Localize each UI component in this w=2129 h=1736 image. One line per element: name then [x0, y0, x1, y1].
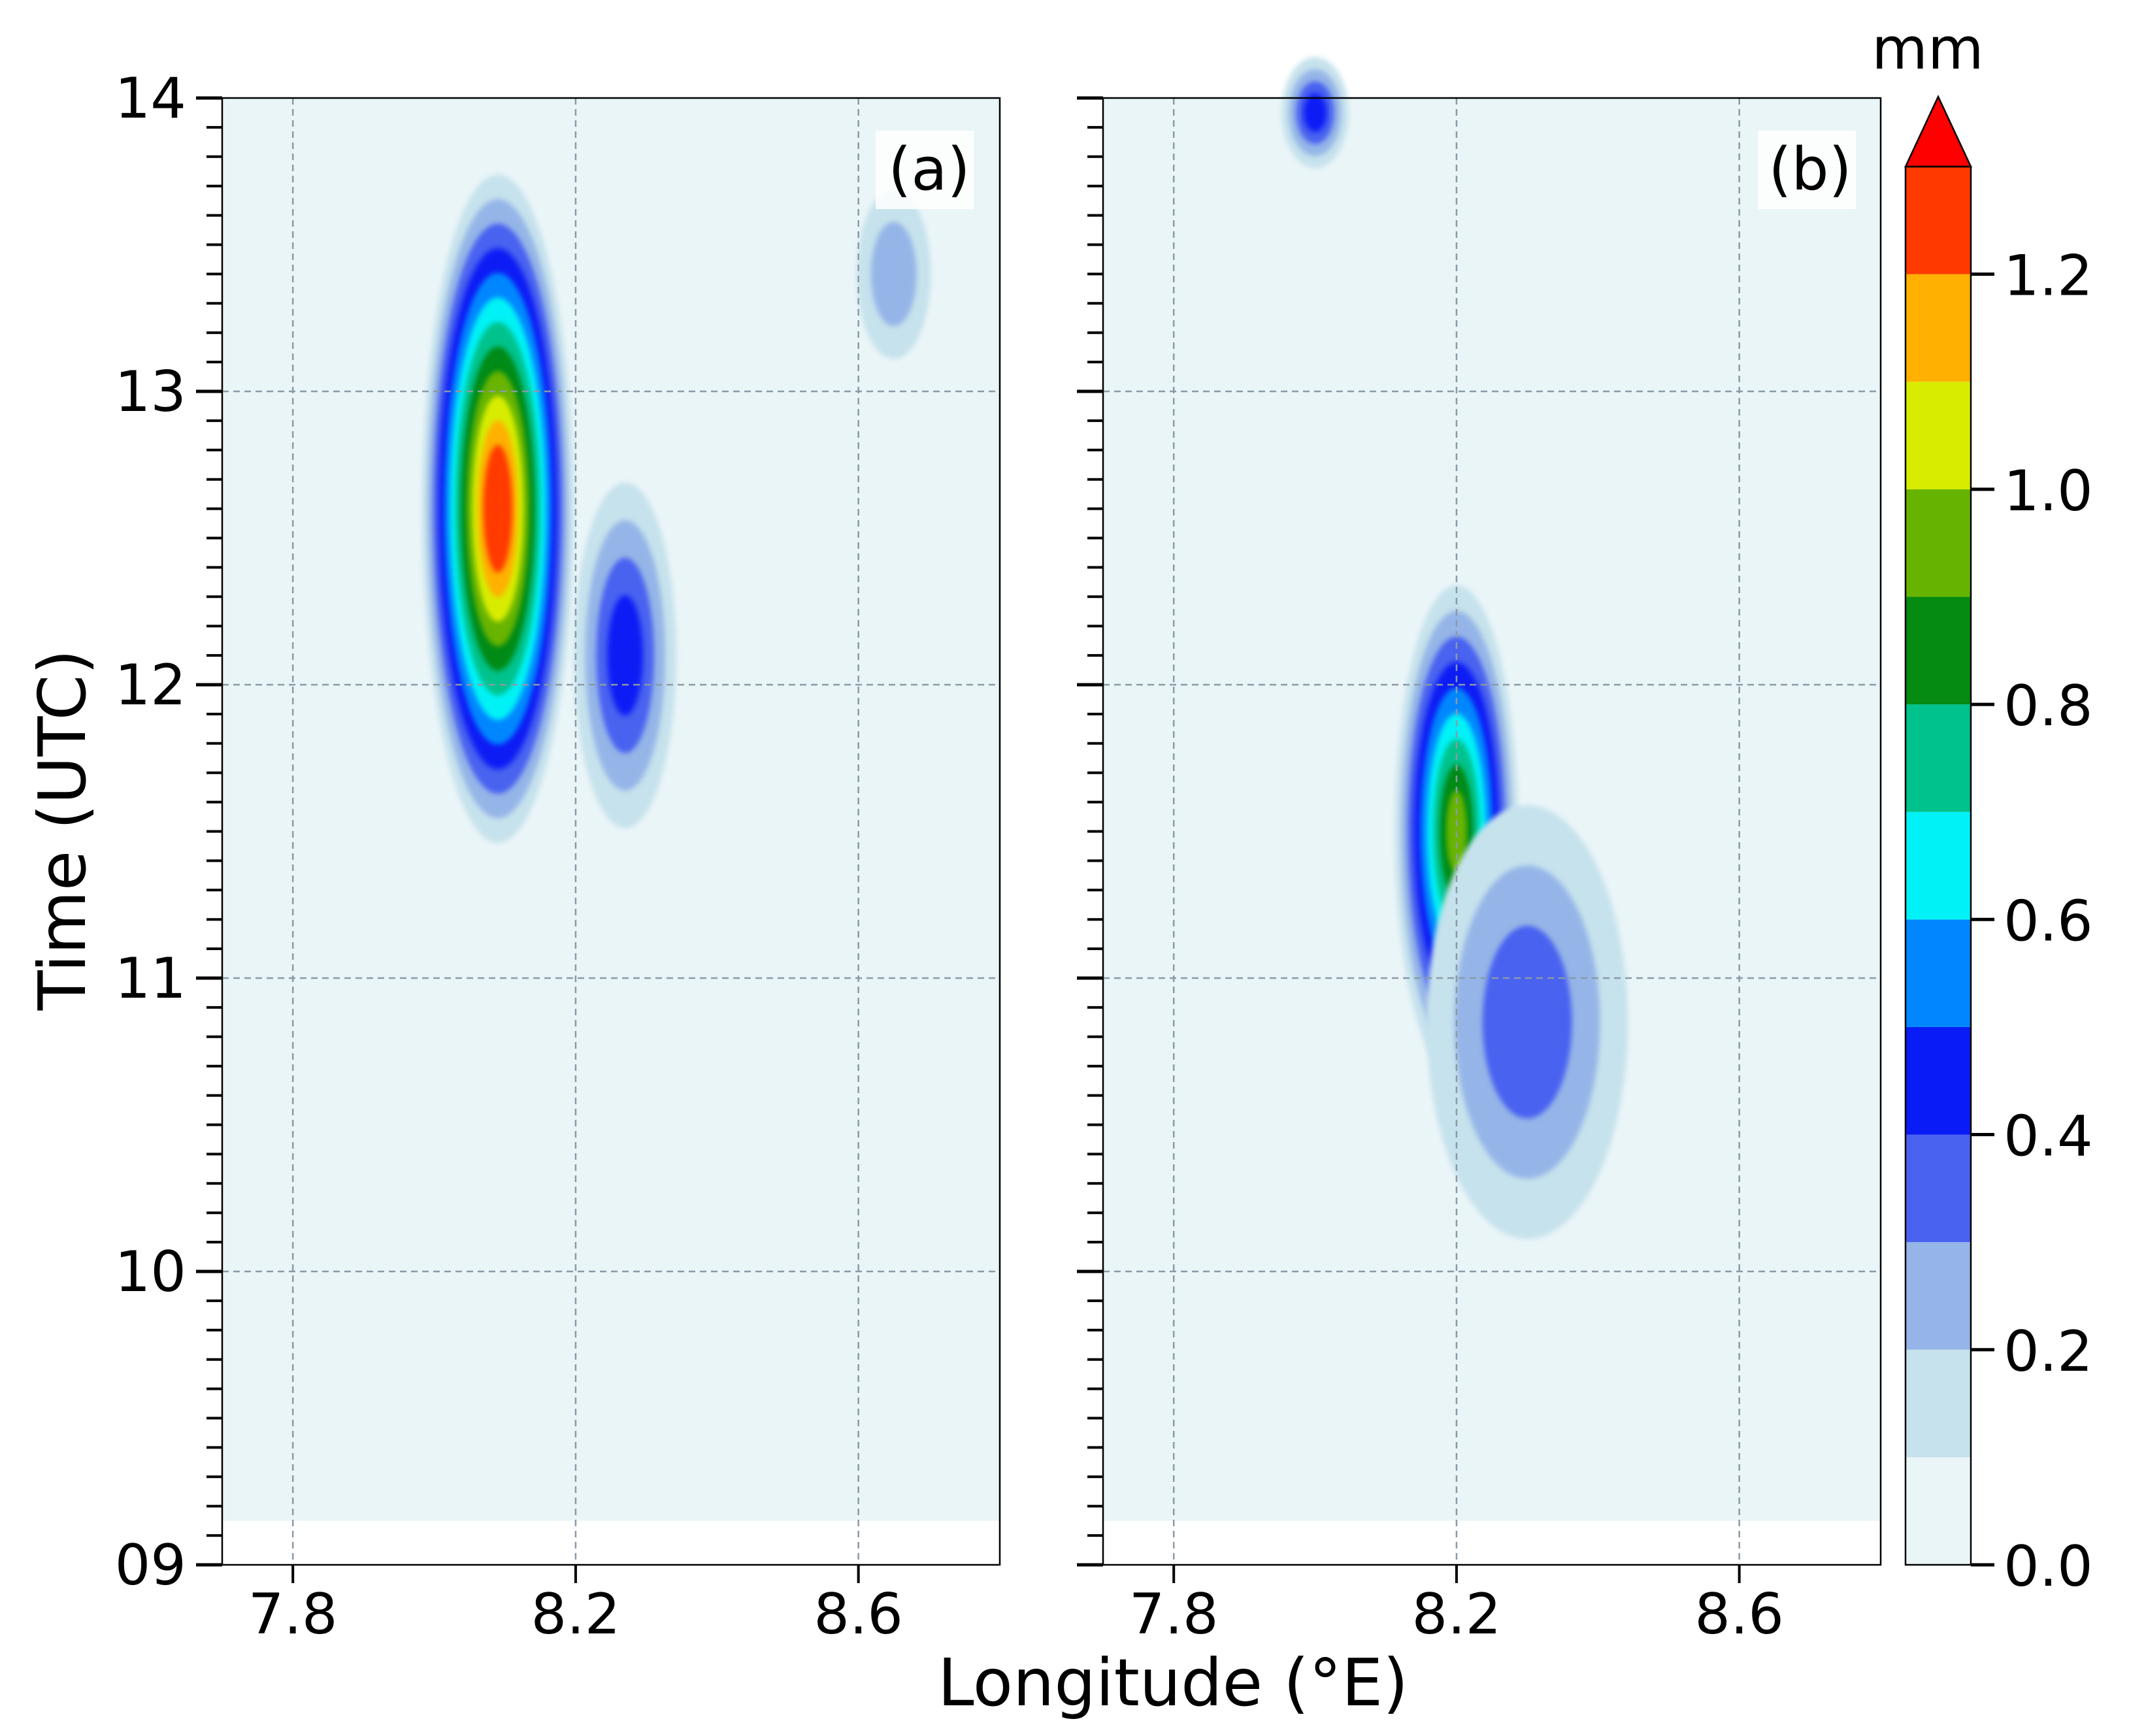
panel-a: 7.8 8.2 8.6 09 10 11 12 13 14 (a)	[115, 66, 1001, 1647]
colorbar-segment	[1906, 382, 1971, 489]
y-axis-label: Time (UTC)	[24, 649, 101, 1011]
y-tick-label: 12	[115, 653, 186, 718]
colorbar-tick-label: 0.2	[2004, 1319, 2093, 1384]
y-tick-label: 14	[115, 66, 186, 131]
y-axis-b	[1077, 96, 1103, 1567]
contour-band	[607, 595, 643, 716]
contour-band	[870, 221, 917, 327]
colorbar-tick-label: 1.2	[2004, 244, 2093, 309]
gridlines-b	[1103, 98, 1881, 1565]
colorbar-segment	[1906, 919, 1971, 1027]
panel-label-box-b	[1758, 131, 1856, 209]
panel-b: 7.8 8.2 8.6 (b)	[1077, 57, 1882, 1647]
colorbar-segment	[1906, 1457, 1971, 1565]
panel-label-box-a	[876, 131, 974, 209]
colorbar-tick-label: 0.0	[2004, 1534, 2093, 1599]
contour-band	[1303, 93, 1327, 132]
colorbar-segment	[1906, 167, 1971, 274]
gridlines-a	[222, 98, 1000, 1565]
colorbar-segment	[1906, 489, 1971, 597]
x-tick-label: 8.2	[1412, 1582, 1502, 1647]
colorbar-border	[1904, 165, 1972, 1566]
colorbar-tick-label: 0.6	[2004, 889, 2093, 954]
x-axis-a: 7.8 8.2 8.6	[248, 1565, 903, 1647]
y-tick-label: 10	[115, 1239, 186, 1305]
contour-band	[489, 469, 507, 548]
colorbar-unit: mm	[1872, 15, 1983, 82]
x-axis-label: Longitude (°E)	[938, 1645, 1408, 1721]
colorbar: mm 0.0 0.2 0.4 0.6 0.8 1.0 1.2	[1872, 15, 2093, 1599]
colorbar-tick-label: 1.0	[2004, 459, 2093, 524]
colorbar-segment	[1906, 811, 1971, 920]
x-axis-b: 7.8 8.2 8.6	[1129, 1565, 1784, 1647]
colorbar-tick-label: 0.4	[2004, 1104, 2093, 1170]
panel-label-b: (b)	[1768, 135, 1851, 204]
colorbar-segment	[1906, 1134, 1971, 1243]
colorbar-segment	[1906, 1242, 1971, 1350]
panel-label-a: (a)	[888, 135, 970, 204]
colorbar-segment	[1906, 1026, 1971, 1135]
x-tick-label: 8.6	[1694, 1582, 1784, 1647]
colorbar-segments	[1906, 167, 1971, 1565]
precip-field-b	[1103, 57, 1881, 1521]
x-tick-label: 7.8	[1129, 1582, 1219, 1647]
x-tick-label: 8.2	[531, 1582, 621, 1647]
y-tick-label: 13	[115, 359, 186, 425]
colorbar-segment	[1906, 597, 1971, 705]
precip-field-a	[222, 98, 1000, 1521]
x-tick-label: 7.8	[248, 1582, 338, 1647]
contour-band	[1482, 925, 1572, 1119]
colorbar-segment	[1906, 704, 1971, 812]
colorbar-ticks: 0.0 0.2 0.4 0.6 0.8 1.0 1.2	[1971, 244, 2093, 1599]
y-tick-label: 11	[115, 946, 186, 1011]
colorbar-extend-triangle	[1904, 95, 1972, 168]
colorbar-segment	[1906, 1349, 1971, 1458]
colorbar-segment	[1906, 274, 1971, 382]
x-tick-label: 8.6	[814, 1582, 903, 1647]
colorbar-tick-label: 0.8	[2004, 674, 2093, 739]
y-tick-label: 09	[115, 1533, 186, 1598]
y-axis-a: 09 10 11 12 13 14	[115, 66, 222, 1598]
